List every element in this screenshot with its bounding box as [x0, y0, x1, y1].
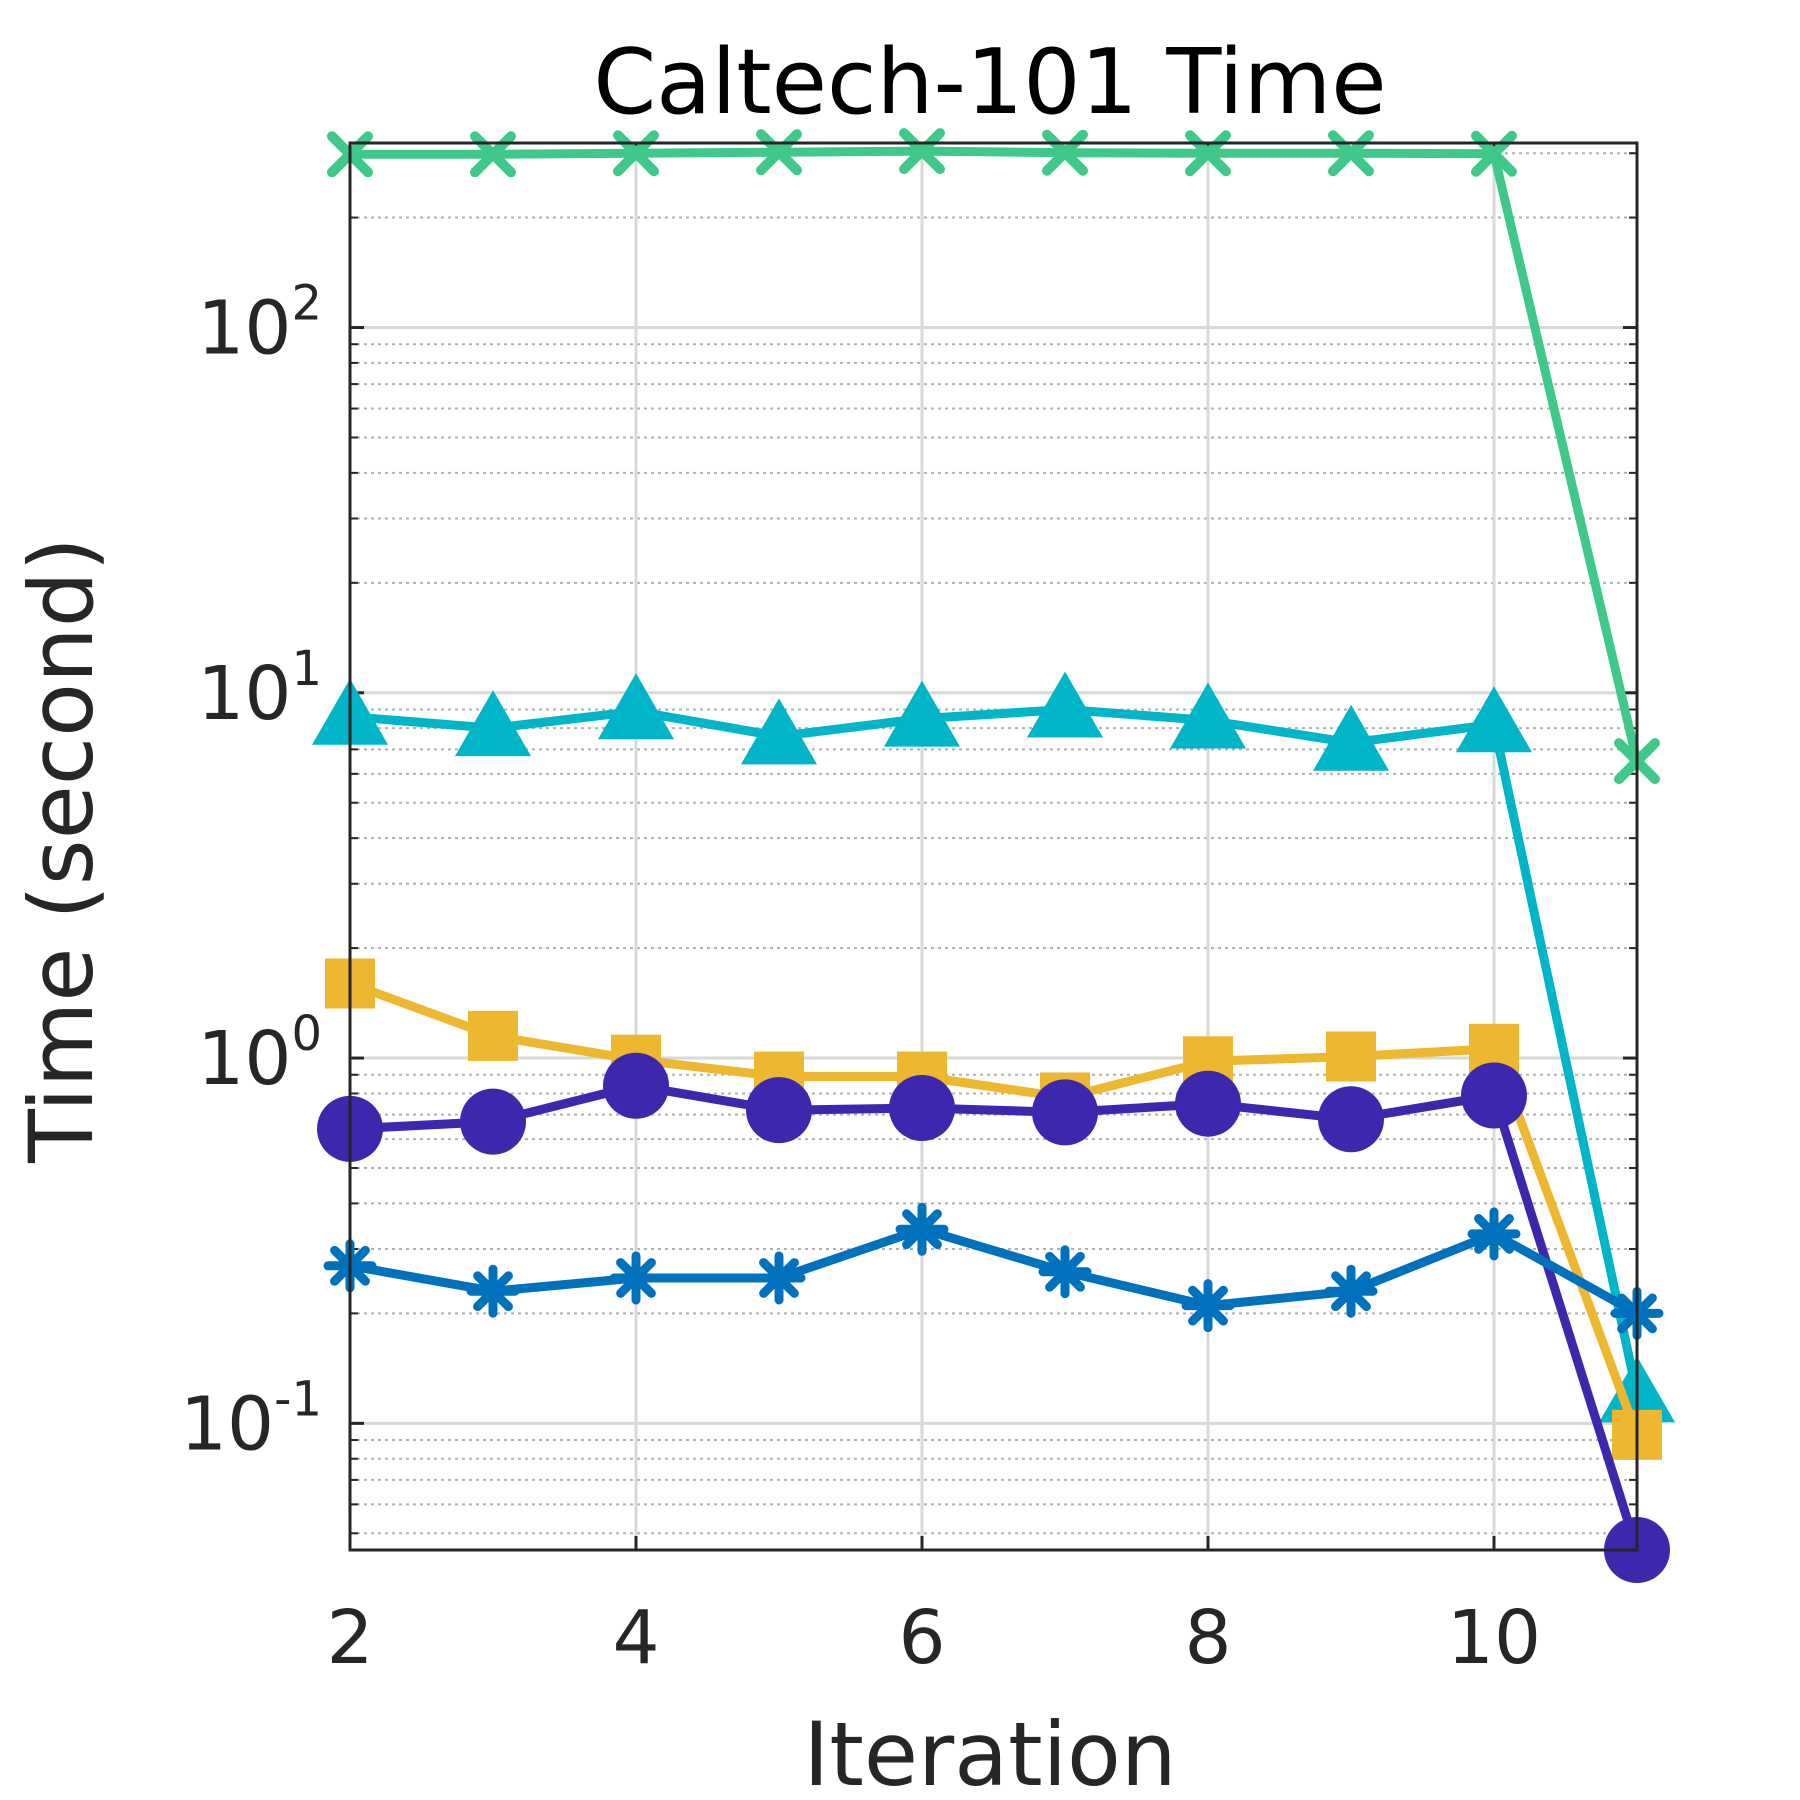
- series-circle: [317, 1052, 1670, 1583]
- x-tick-label: 2: [326, 1595, 373, 1681]
- data-point: [1175, 1070, 1241, 1137]
- data-point: [609, 1251, 663, 1305]
- data-point: [1185, 130, 1231, 177]
- y-tick-exponent: 1: [291, 641, 322, 697]
- data-point: [756, 129, 802, 176]
- y-tick-exponent: -1: [274, 1371, 322, 1427]
- data-point: [884, 680, 960, 747]
- data-point: [1328, 130, 1374, 177]
- y-tick-base: 10: [197, 1016, 291, 1102]
- y-tick-base: 10: [180, 1381, 274, 1467]
- x-tick-label: 8: [1184, 1595, 1231, 1681]
- y-tick-exponent: 0: [291, 1006, 322, 1062]
- y-tick-label: 101: [197, 641, 322, 737]
- y-tick-label: 100: [197, 1006, 322, 1102]
- data-point: [1181, 1279, 1235, 1333]
- x-tick-label: 4: [612, 1595, 659, 1681]
- data-point: [598, 673, 674, 740]
- y-tick-exponent: 2: [291, 276, 322, 332]
- data-point: [1032, 1079, 1098, 1146]
- data-point: [1467, 1207, 1521, 1261]
- series-line: [349, 705, 1642, 1396]
- y-tick-base: 10: [197, 286, 291, 372]
- data-point: [1326, 1031, 1376, 1082]
- data-point: [1038, 1245, 1092, 1299]
- series-line: [350, 146, 1642, 763]
- data-point: [468, 1010, 518, 1061]
- y-tick-base: 10: [197, 651, 291, 737]
- data-point: [455, 690, 531, 757]
- chart-title: Caltech-101 Time: [593, 30, 1386, 135]
- data-point: [895, 1202, 949, 1256]
- data-point: [1042, 129, 1088, 176]
- series-line: [348, 979, 1642, 1437]
- data-point: [889, 1074, 955, 1141]
- y-tick-label: 10-1: [180, 1371, 322, 1467]
- series-triangle: [312, 671, 1675, 1423]
- series-asterisk: [323, 1202, 1664, 1340]
- data-point: [613, 130, 659, 177]
- x-axis-label: Iteration: [803, 1703, 1176, 1800]
- grid: [348, 143, 1637, 1550]
- data-point: [1461, 1062, 1527, 1129]
- data-point: [1313, 704, 1389, 771]
- y-tick-label: 102: [197, 276, 322, 372]
- data-point: [1456, 686, 1532, 753]
- data-point: [752, 1251, 806, 1305]
- data-point: [1027, 671, 1103, 738]
- data-point: [1170, 682, 1246, 749]
- data-point: [1324, 1264, 1378, 1318]
- data-point: [466, 1264, 520, 1318]
- data-point: [603, 1052, 669, 1119]
- y-axis-label: Time (second): [10, 537, 113, 1164]
- data-point: [746, 1077, 812, 1144]
- plot-series: [312, 128, 1675, 1583]
- series-line: [349, 1081, 1642, 1552]
- series-x: [327, 128, 1660, 785]
- data-point: [899, 128, 945, 175]
- plot-frame: [348, 141, 1639, 1552]
- x-tick-label: 6: [898, 1595, 945, 1681]
- data-point: [460, 1088, 526, 1155]
- data-point: [741, 698, 817, 765]
- series-line: [349, 1224, 1640, 1318]
- x-tick-label: 10: [1447, 1595, 1541, 1681]
- series-square: [325, 958, 1662, 1460]
- data-point: [1318, 1086, 1384, 1153]
